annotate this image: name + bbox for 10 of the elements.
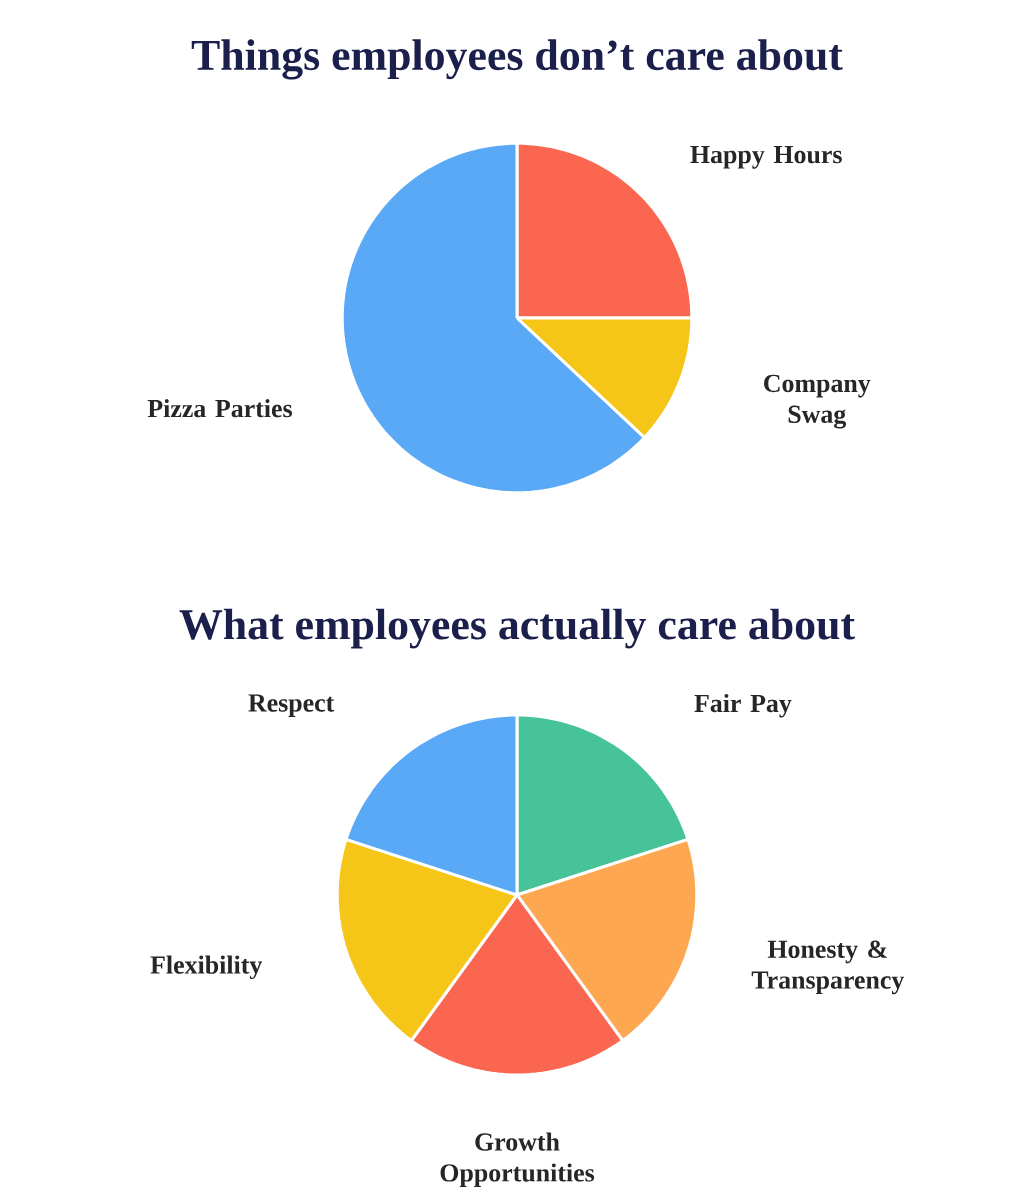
slice-label: Respect (248, 694, 335, 717)
slice-label: Fair Pay (694, 693, 792, 718)
slice-label: Pizza Parties (147, 399, 292, 418)
slice-label: Flexibility (150, 955, 263, 980)
chart-title: What employees actually care about (179, 608, 855, 649)
slice-label: Happy Hours (690, 146, 842, 169)
chart-title: Things employees don’t care about (191, 39, 843, 80)
slice-label: Growth Opportunities (440, 1132, 595, 1187)
slice-label: Company Swag (764, 374, 871, 429)
slice-label: Honesty & Transparency (751, 940, 905, 995)
